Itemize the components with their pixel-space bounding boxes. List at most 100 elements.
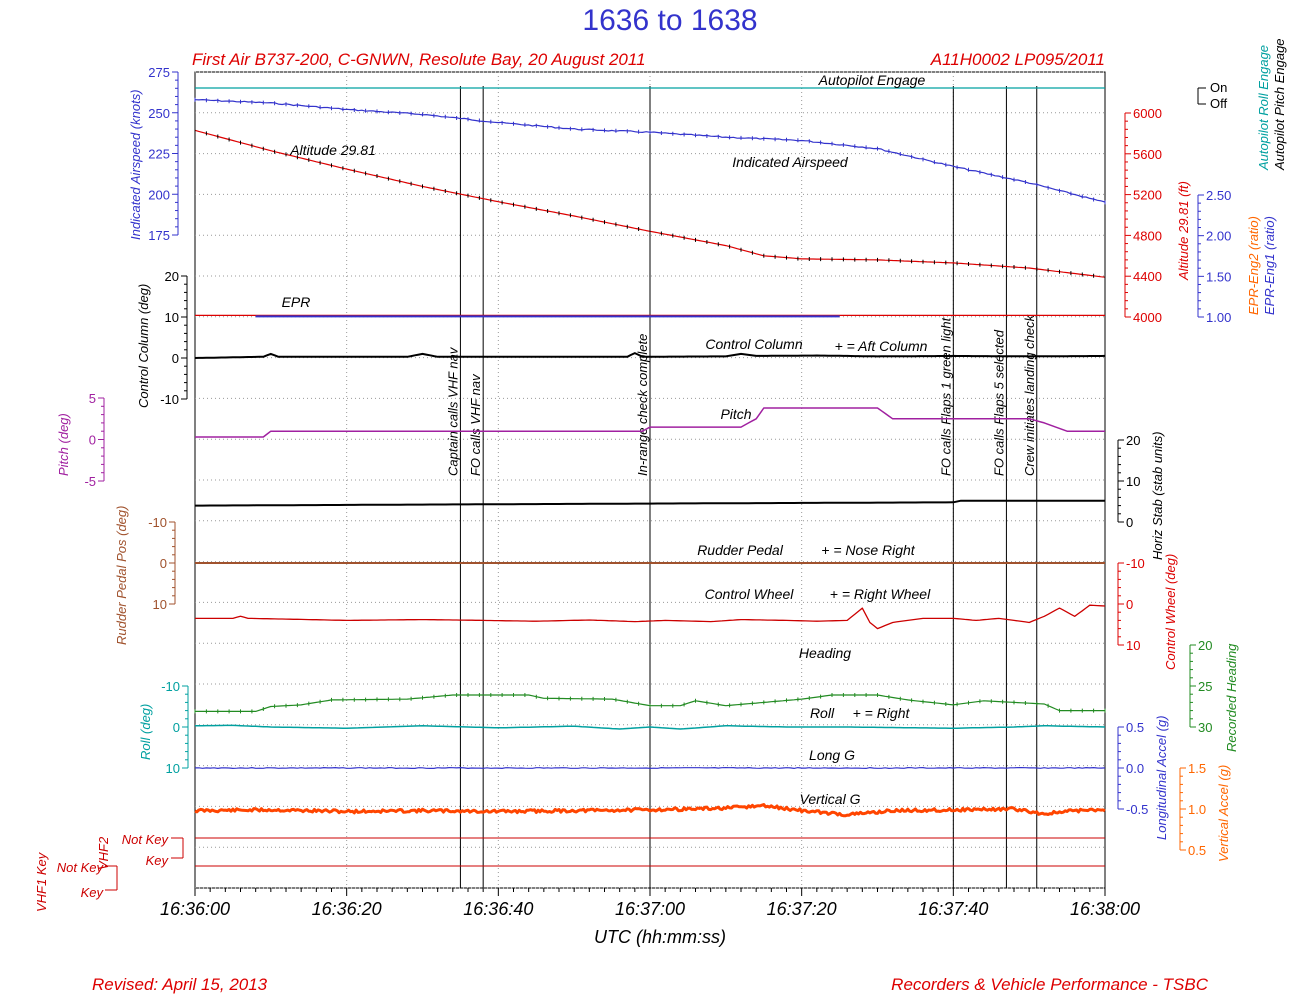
autopilot-tick-label: Off <box>1210 96 1227 111</box>
event-label: Captain calls VHF nav <box>445 346 460 476</box>
label-long-g: Long G <box>809 747 855 763</box>
label-control-wheel-sign: + = Right Wheel <box>830 586 931 602</box>
control-column-tick-label: 20 <box>165 269 179 284</box>
rudder-tick-label: 10 <box>153 597 167 612</box>
vhf1-tick-label: Not Key <box>57 860 105 875</box>
rudder-tick-label: -10 <box>148 515 167 530</box>
epr-tick-label: 1.00 <box>1206 310 1231 325</box>
altitude-tick-label: 5600 <box>1133 147 1162 162</box>
control-wheel-tick-label: 0 <box>1126 597 1133 612</box>
label-control-wheel: Control Wheel <box>705 586 795 602</box>
pitch-axis-title: Pitch (deg) <box>56 413 71 476</box>
control-column-tick-label: 10 <box>165 310 179 325</box>
stab-axis-title: Horiz Stab (stab units) <box>1150 431 1165 560</box>
label-indicated-airspeed: Indicated Airspeed <box>732 154 849 170</box>
vhf2-tick-label: Key <box>146 853 170 868</box>
label-roll-sign: + = Right <box>853 705 911 721</box>
footer-revised: Revised: April 15, 2013 <box>92 975 268 994</box>
event-label: FO calls Flaps 1 green light <box>938 316 953 476</box>
long-accel-tick-label: -0.5 <box>1126 802 1148 817</box>
altitude-tick-label: 4800 <box>1133 228 1162 243</box>
x-tick-label: 16:36:20 <box>312 899 382 919</box>
autopilot-pitch-axis-title: Autopilot Pitch Engage <box>1272 38 1287 171</box>
heading-markers <box>194 693 1106 714</box>
vert-accel-tick-label: 1.5 <box>1188 761 1206 776</box>
label-control-column: Control Column <box>705 336 802 352</box>
x-tick-label: 16:37:40 <box>918 899 988 919</box>
altitude-tick-label: 5200 <box>1133 188 1162 203</box>
epr-eng2-axis-title: EPR-Eng2 (ratio) <box>1246 216 1261 315</box>
event-label: In-range check complete <box>635 334 650 476</box>
autopilot-roll-axis-title: Autopilot Roll Engage <box>1256 45 1271 171</box>
label-rudder-sign: + = Nose Right <box>821 542 915 558</box>
chart-subtitle-right: A11H0002 LP095/2011 <box>930 50 1105 69</box>
epr-tick-label: 1.50 <box>1206 269 1231 284</box>
airspeed-tick-label: 225 <box>148 147 170 162</box>
vhf1-axis-title: VHF1 Key <box>34 851 49 912</box>
vhf2-tick-label: Not Key <box>122 832 170 847</box>
vert-accel-tick-label: 0.5 <box>1188 843 1206 858</box>
altitude-tick-label: 6000 <box>1133 106 1162 121</box>
heading-tick-label: 30 <box>1198 720 1212 735</box>
stab-tick-label: 0 <box>1126 515 1133 530</box>
roll-tick-label: 10 <box>166 761 180 776</box>
label-vertical-g: Vertical G <box>800 791 861 807</box>
footer-source: Recorders & Vehicle Performance - TSBC <box>891 975 1209 994</box>
label-pitch: Pitch <box>720 406 751 422</box>
pitch-tick-label: 0 <box>89 433 96 448</box>
label-control-column-sign: + = Aft Column <box>835 338 928 354</box>
series-control-wheel <box>195 604 1106 630</box>
series-long-g <box>194 766 1106 770</box>
rudder-axis-title: Rudder Pedal Pos (deg) <box>114 506 129 645</box>
control-column-axis-title: Control Column (deg) <box>136 284 151 408</box>
epr-eng1-axis-title: EPR-Eng1 (ratio) <box>1262 216 1277 315</box>
series-pitch <box>195 407 1105 438</box>
vert-accel-axis-title: Vertical Accel (g) <box>1216 765 1231 862</box>
vert-accel-tick-label: 1.0 <box>1188 802 1206 817</box>
roll-tick-label: -10 <box>161 679 180 694</box>
control-wheel-tick-label: -10 <box>1126 556 1145 571</box>
control-wheel-tick-label: 10 <box>1126 638 1140 653</box>
roll-axis-title: Roll (deg) <box>138 704 153 760</box>
control-wheel-axis-title: Control Wheel (deg) <box>1163 554 1178 670</box>
airspeed-tick-label: 175 <box>148 228 170 243</box>
label-epr: EPR <box>282 294 311 310</box>
altitude-axis-title: Altitude 29.81 (ft) <box>1176 181 1191 281</box>
heading-axis-title: Recorded Heading <box>1224 643 1239 752</box>
altitude-tick-label: 4400 <box>1133 269 1162 284</box>
airspeed-axis-title: Indicated Airspeed (knots) <box>128 89 143 240</box>
x-tick-label: 16:38:00 <box>1070 899 1140 919</box>
stab-tick-label: 10 <box>1126 474 1140 489</box>
label-heading: Heading <box>799 645 851 661</box>
series-control-column <box>194 352 1106 359</box>
label-roll: Roll <box>810 705 835 721</box>
label-autopilot-engage: Autopilot Engage <box>818 72 926 88</box>
event-label: FO calls VHF nav <box>468 373 483 476</box>
stab-tick-label: 20 <box>1126 433 1140 448</box>
series-roll <box>194 724 1106 730</box>
x-tick-label: 16:36:00 <box>160 899 230 919</box>
rudder-tick-label: 0 <box>160 556 167 571</box>
x-tick-label: 16:36:40 <box>463 899 533 919</box>
series-vertical-g <box>194 803 1106 818</box>
airspeed-markers <box>194 97 1106 205</box>
airspeed-tick-label: 250 <box>148 106 170 121</box>
vhf2-axis-title: VHF2 <box>96 836 111 870</box>
pitch-tick-label: 5 <box>89 391 96 406</box>
airspeed-tick-label: 200 <box>148 187 170 202</box>
long-accel-tick-label: 0.0 <box>1126 761 1144 776</box>
event-label: FO calls Flaps 5 selected <box>991 329 1006 476</box>
chart-title: 1636 to 1638 <box>582 4 757 37</box>
x-tick-label: 16:37:20 <box>767 899 837 919</box>
altitude-markers <box>194 128 1106 280</box>
pitch-tick-label: -5 <box>84 474 96 489</box>
epr-tick-label: 2.00 <box>1206 229 1231 244</box>
label-altitude: Altitude 29.81 <box>289 142 376 158</box>
heading-tick-label: 20 <box>1198 638 1212 653</box>
control-column-tick-label: 0 <box>172 351 179 366</box>
label-rudder-pedal: Rudder Pedal <box>697 542 784 558</box>
roll-tick-label: 0 <box>173 720 180 735</box>
event-label: Crew initiates landing check <box>1022 313 1037 476</box>
series-horiz-stab <box>195 499 1105 507</box>
